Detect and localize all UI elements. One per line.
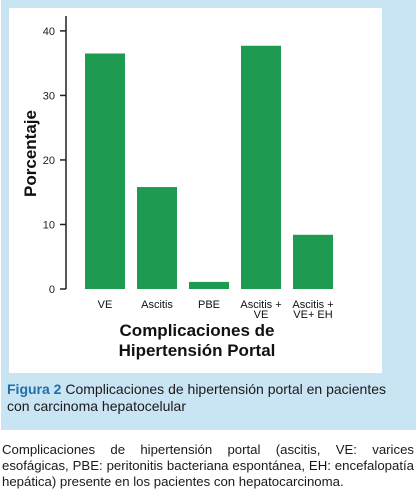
figure-panel: 0 10 20 30 40 Porcentaje VE Ascitis PBE Ascitis +… [1, 0, 416, 430]
x-tick-label: Ascitis + VE+ EH [292, 299, 333, 321]
x-tick-label: PBE [198, 299, 220, 311]
bar [85, 53, 125, 289]
y-tick-label: 10 [43, 219, 55, 231]
bar [189, 281, 229, 289]
x-tick-label: VE [98, 299, 113, 311]
figure-caption: Figura 2 Complicaciones de hipertensión … [7, 381, 412, 415]
bar [137, 187, 177, 289]
bar [293, 234, 333, 289]
x-tick-label: Ascitis [141, 299, 173, 311]
y-tick-label: 0 [49, 284, 55, 296]
caption-text: Complicaciones de hipertensión portal en… [7, 381, 386, 414]
figure-label: Figura 2 [7, 381, 62, 397]
bar-chart: 0 10 20 30 40 Porcentaje VE Ascitis PBE Ascitis +… [21, 16, 334, 360]
x-axis-title: Complicaciones de Hipertensión Portal [119, 321, 276, 360]
figure-footnote: Complicaciones de hipertensión portal (a… [2, 442, 414, 489]
bar [241, 45, 281, 289]
plot-area: 0 10 20 30 40 Porcentaje VE Ascitis PBE Ascitis +… [9, 8, 382, 373]
y-tick-label: 40 [43, 26, 55, 38]
x-tick-label: Ascitis + VE [240, 299, 281, 321]
y-tick-label: 20 [43, 155, 55, 167]
y-tick-label: 30 [43, 90, 55, 102]
y-axis-title: Porcentaje [21, 110, 40, 197]
